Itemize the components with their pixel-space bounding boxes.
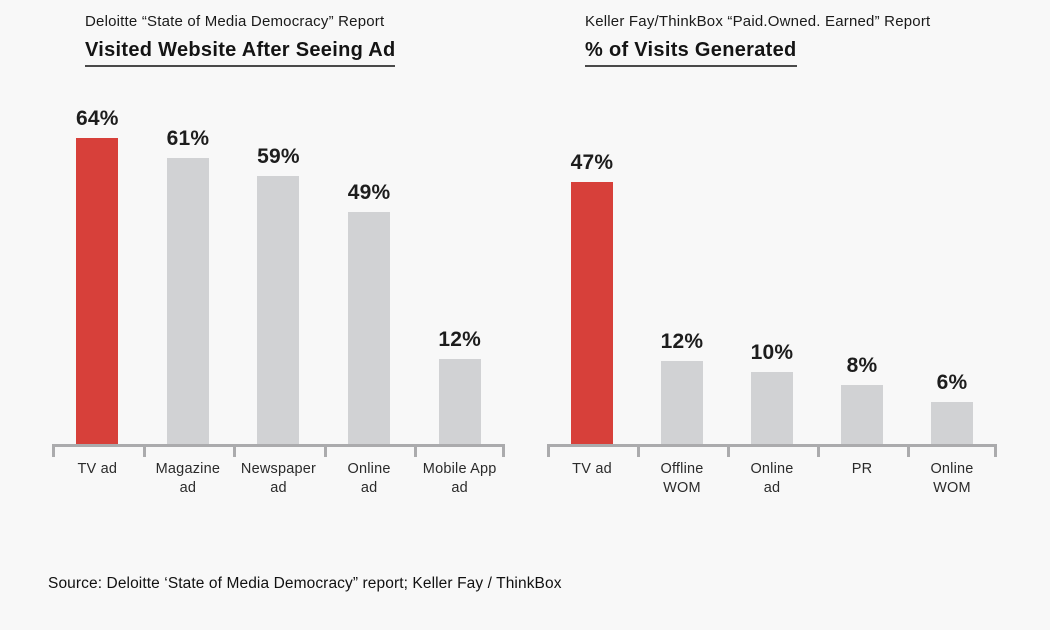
chart-title: Visited Website After Seeing Ad [85,39,396,67]
x-axis-tick [323,447,327,457]
x-axis-label-tv-ad: TV ad [77,461,118,477]
x-axis-label-pr: PR [851,461,873,477]
chart-deloitte: Deloitte “State of Media Democracy” Repo… [52,0,505,520]
source-note: Source: Deloitte ‘State of Media Democra… [48,575,562,592]
bar-column-online-ad: 49% [324,85,415,444]
x-axis [547,444,997,457]
x-axis-labels: TV ad Offline WOM Online ad PR Online WOM [547,460,997,498]
x-axis-label-mobile-app-ad: Mobile App ad [422,461,497,496]
bar-column-newspaper-ad: 59% [233,85,324,444]
bar-plot: 47% 12% 10% 8% 6% [547,85,997,444]
bar-value-label: 10% [750,341,794,364]
bar-value-label: 49% [347,181,391,204]
bar-online-wom [931,402,973,444]
chart-title-row: Visited Website After Seeing Ad [85,39,505,67]
x-axis [52,444,505,457]
bar-plot: 64% 61% 59% 49% 12% [52,85,505,444]
bar-value-label: 64% [75,107,119,130]
bar-tv-ad [571,182,613,444]
bar-column-tv-ad: 47% [547,85,637,444]
x-axis-tick [637,447,640,457]
bar-magazine-ad [166,158,209,444]
bar-online-ad [751,372,793,444]
x-axis-tick [414,447,418,457]
bar-value-label: 8% [846,354,878,377]
x-axis-label-offline-wom: Offline WOM [660,461,704,496]
x-axis-labels: TV ad Magazine ad Newspaper ad Online ad Mob… [52,460,505,498]
bar-value-label: 12% [660,330,704,353]
bar-pr [841,385,883,444]
x-axis-label-online-ad: Online ad [750,461,794,496]
x-axis-tick [502,447,505,457]
x-axis-label-newspaper-ad: Newspaper ad [240,461,317,496]
x-axis-label-online-ad: Online ad [347,461,391,496]
chart-title-row: % of Visits Generated [585,39,997,67]
chart-kellerfay: Keller Fay/ThinkBox “Paid.Owned. Earned”… [547,0,997,520]
bar-column-online-ad: 10% [727,85,817,444]
chart-supertitle: Keller Fay/ThinkBox “Paid.Owned. Earned”… [585,13,931,30]
x-axis-tick [994,447,997,457]
bar-column-online-wom: 6% [907,85,997,444]
bar-value-label: 6% [936,371,968,394]
bar-mobile-app-ad [438,359,481,444]
x-axis-tick [817,447,820,457]
bar-value-label: 61% [166,127,210,150]
bar-value-label: 47% [570,151,614,174]
x-axis-tick [727,447,730,457]
x-axis-tick [142,447,146,457]
bar-offline-wom [661,361,703,444]
x-axis-tick [547,447,550,457]
chart-supertitle: Deloitte “State of Media Democracy” Repo… [85,13,385,30]
x-axis-label-magazine-ad: Magazine ad [155,461,221,496]
bar-column-mobile-app-ad: 12% [414,85,505,444]
bar-newspaper-ad [257,176,300,444]
x-axis-tick [52,447,55,457]
bar-column-magazine-ad: 61% [143,85,234,444]
bar-column-pr: 8% [817,85,907,444]
bar-tv-ad [76,138,119,444]
x-axis-tick [233,447,237,457]
bar-column-offline-wom: 12% [637,85,727,444]
chart-title: % of Visits Generated [585,39,797,67]
bar-value-label: 59% [257,145,300,168]
bar-column-tv-ad: 64% [52,85,143,444]
bar-online-ad [348,212,391,444]
x-axis-tick [907,447,910,457]
x-axis-label-online-wom: Online WOM [930,461,974,496]
x-axis-label-tv-ad: TV ad [572,461,612,477]
bar-value-label: 12% [438,328,481,351]
